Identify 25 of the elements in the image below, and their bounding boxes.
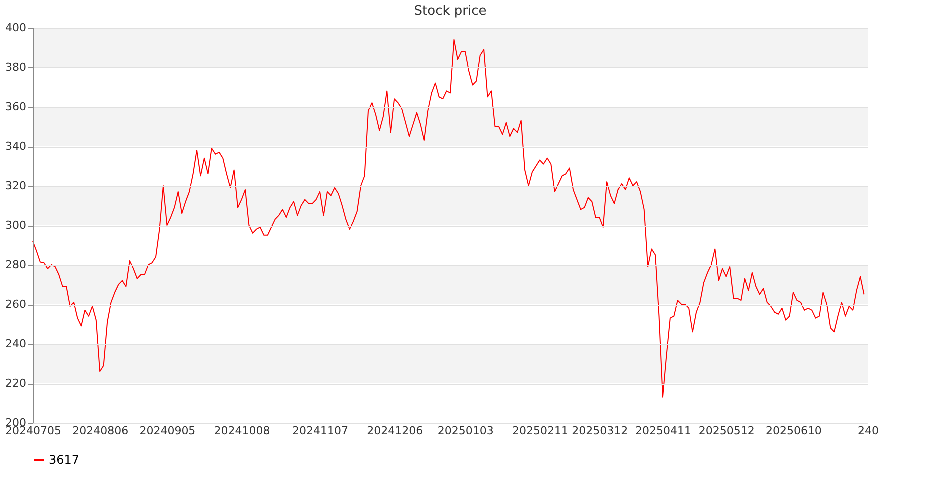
y-tick-label: 220 [6, 377, 26, 390]
y-tick-label: 240 [6, 338, 26, 350]
y-tick-label: 260 [6, 298, 26, 311]
y-tick-label: 400 [6, 22, 26, 34]
x-tick-label: 20250411 [635, 424, 692, 438]
x-tick-label: 20240806 [72, 424, 129, 438]
x-tick-label: 20240905 [140, 424, 196, 438]
x-tick-label: 20250103 [438, 424, 494, 438]
chart-title: Stock price [414, 4, 487, 19]
x-tick-label: 20241206 [367, 424, 424, 438]
x-tick-label: 20250312 [572, 424, 628, 438]
x-tick-label: 240 [858, 424, 879, 438]
line-series [32, 39, 865, 398]
x-tick-label: 20241008 [214, 424, 270, 438]
x-tick-label: 20250211 [512, 424, 568, 438]
y-tick-label: 320 [6, 180, 26, 192]
y-tick-label: 340 [6, 140, 26, 153]
x-tick-label: 20250512 [698, 424, 755, 438]
x-tick-label: 20241107 [292, 424, 349, 438]
x-tick-label: 20250610 [766, 424, 822, 438]
y-tick-label: 280 [6, 258, 26, 272]
y-tick-label: 300 [6, 219, 26, 232]
legend-label: 3617 [49, 453, 80, 467]
y-tick-label: 380 [6, 61, 26, 74]
y-tick-label: 360 [6, 100, 26, 114]
